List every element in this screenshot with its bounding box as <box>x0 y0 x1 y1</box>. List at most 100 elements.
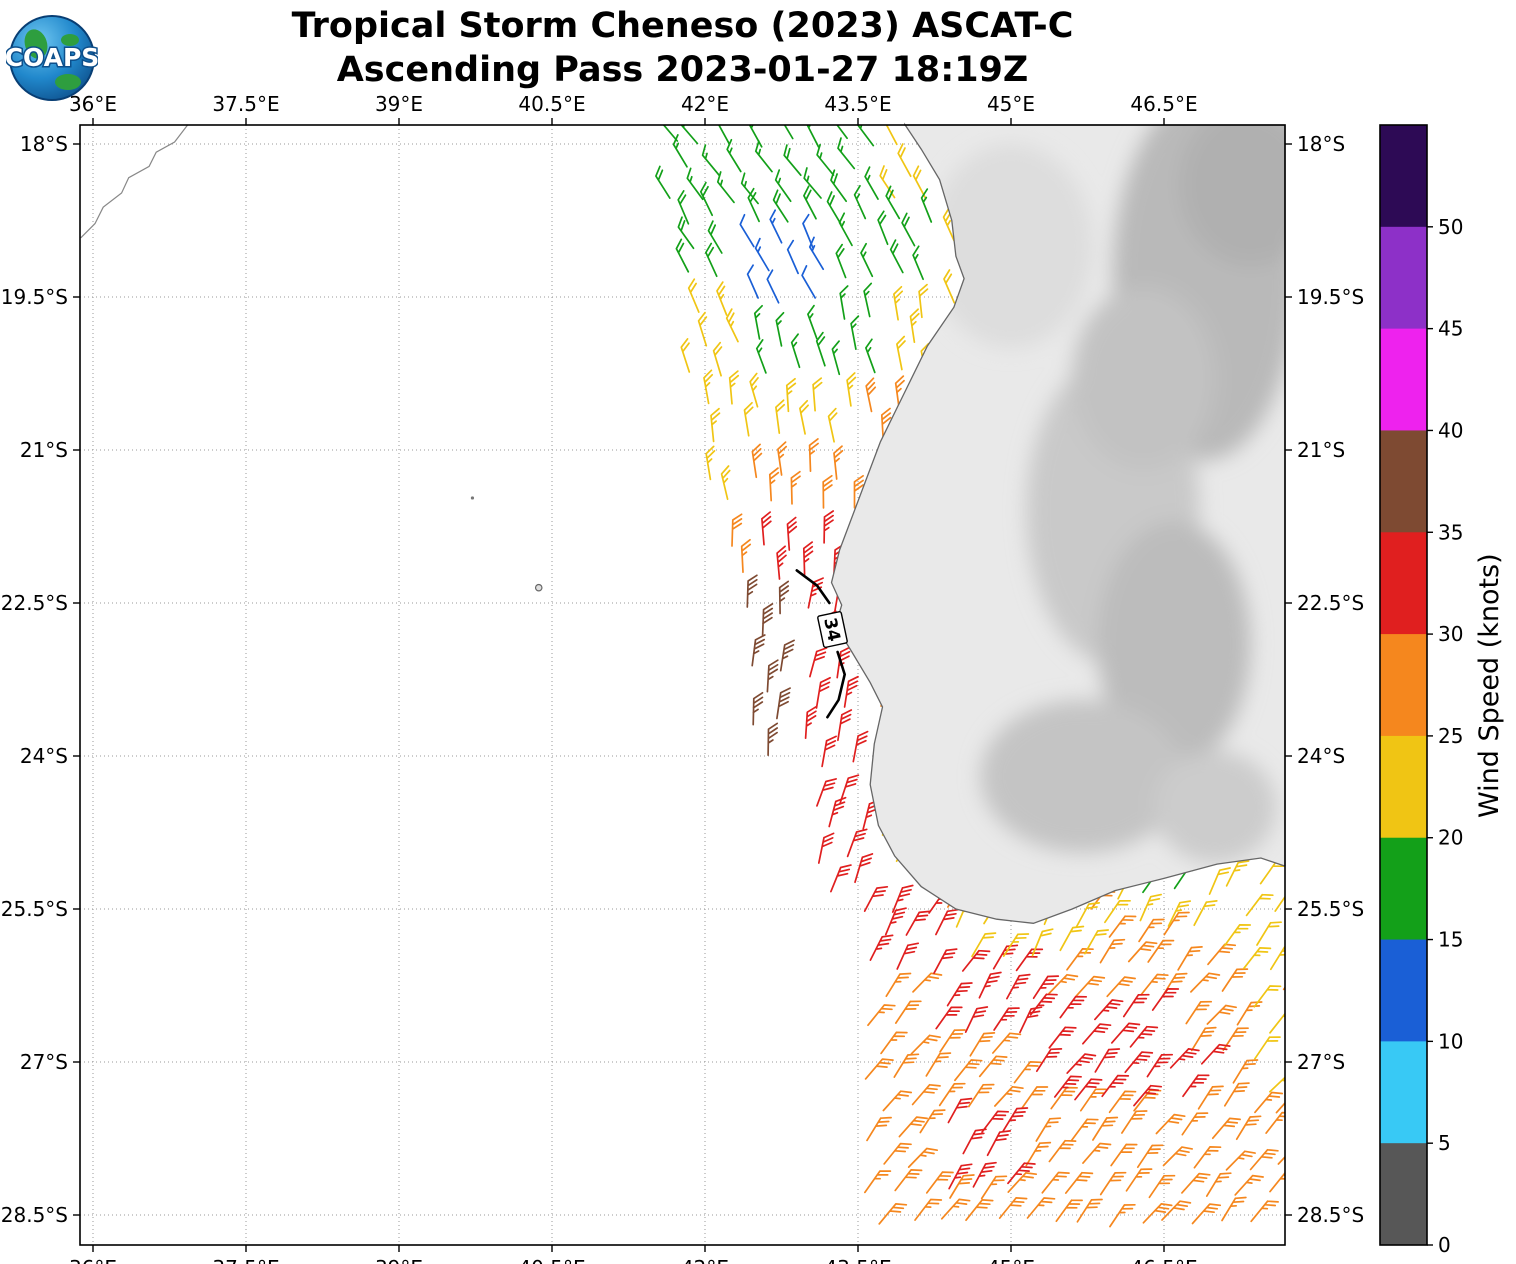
wind-barb <box>1002 1107 1029 1132</box>
wind-barb <box>993 1007 1020 1031</box>
wind-barb <box>1205 1172 1232 1197</box>
wind-barb <box>777 441 788 476</box>
wind-barb <box>740 172 759 205</box>
wind-barb <box>978 1055 1008 1078</box>
wind-barb <box>893 1053 920 1078</box>
wind-barb <box>935 1006 963 1030</box>
x-tick-label-bottom: 37.5°E <box>212 1256 279 1264</box>
colorbar-tick-label: 25 <box>1438 724 1463 748</box>
wind-barb <box>933 948 958 975</box>
wind-barb <box>680 125 699 145</box>
wind-barb <box>1235 1115 1262 1141</box>
wind-barb <box>1082 1142 1112 1164</box>
wind-barbs-layer <box>655 125 1285 1228</box>
wind-barb <box>836 646 852 679</box>
wind-barb <box>677 216 695 250</box>
wind-barb <box>935 908 959 936</box>
wind-barb <box>1161 972 1188 998</box>
wind-barb <box>964 1006 989 1033</box>
wind-barb <box>971 932 997 958</box>
wind-barb <box>1182 1074 1210 1098</box>
wind-barb <box>808 236 825 271</box>
wind-barb <box>994 1085 1024 1107</box>
wind-barb <box>807 304 818 340</box>
colorbar-segment <box>1380 939 1427 1042</box>
wind-barb <box>893 285 904 321</box>
globe-land-shape <box>61 34 79 46</box>
wind-barb <box>965 1199 994 1222</box>
wind-barb <box>885 972 912 998</box>
wind-barb <box>1101 1074 1130 1098</box>
wind-barb <box>839 774 860 804</box>
y-tick-label-left: 24°S <box>20 744 68 768</box>
wind-barb <box>885 125 898 146</box>
wind-barb <box>962 1128 987 1155</box>
wind-barb <box>712 341 723 377</box>
wind-barb <box>1139 893 1162 922</box>
colorbar-segment <box>1380 125 1427 228</box>
wind-barb <box>1181 1112 1209 1136</box>
wind-barb <box>925 1171 954 1194</box>
wind-barb <box>1124 1051 1154 1074</box>
wind-barb <box>918 283 929 319</box>
colorbar-segment <box>1380 226 1427 330</box>
wind-barb <box>1059 925 1085 952</box>
wind-barb <box>869 934 894 961</box>
wind-barb <box>675 238 690 273</box>
y-tick-label-right: 21°S <box>1297 438 1345 462</box>
wind-barb <box>896 942 920 970</box>
wind-barb <box>1099 938 1126 964</box>
wind-barb <box>1223 924 1252 947</box>
wind-barb <box>901 212 916 247</box>
wind-barb <box>1070 1118 1099 1142</box>
wind-barb <box>877 210 889 246</box>
wind-barb <box>1269 1012 1285 1034</box>
wind-barb <box>1181 1172 1211 1194</box>
globe-land-shape <box>55 74 81 90</box>
wind-barb <box>746 574 758 608</box>
wind-barb <box>830 864 852 893</box>
wind-barb <box>1094 999 1124 1021</box>
x-tick-label-bottom: 42°E <box>681 1256 729 1264</box>
wind-barb <box>894 1169 923 1192</box>
wind-barb <box>1277 1155 1285 1165</box>
y-tick-label-left: 22.5°S <box>1 591 68 615</box>
wind-barb <box>720 465 731 501</box>
wind-barb <box>967 1083 995 1108</box>
wind-barb <box>853 474 864 509</box>
wind-barb <box>1122 993 1150 1018</box>
x-tick-label-top: 37.5°E <box>212 92 279 116</box>
wind-barb <box>790 333 801 369</box>
x-tick-label-top: 43.5°E <box>824 92 891 116</box>
wind-barb <box>1084 929 1110 955</box>
wind-barb <box>1162 1146 1194 1167</box>
wind-barb <box>860 242 874 278</box>
wind-barb <box>755 339 767 374</box>
wind-barb <box>947 1097 973 1124</box>
wind-barb <box>749 372 759 408</box>
wind-barb <box>826 191 842 225</box>
wind-barb <box>774 169 792 203</box>
wind-barb <box>748 125 763 148</box>
wind-barb <box>1142 1203 1173 1224</box>
wind-barb <box>747 187 760 223</box>
y-tick-label-left: 25.5°S <box>1 897 68 921</box>
wind-barb <box>864 1170 892 1194</box>
wind-barb <box>1200 1043 1231 1065</box>
wind-barb <box>1055 1199 1083 1223</box>
wind-barb <box>699 181 714 217</box>
wind-barb <box>775 399 786 434</box>
wind-barb <box>948 1163 973 1190</box>
wind-barb <box>940 1198 971 1220</box>
wind-barb <box>949 1174 975 1199</box>
wind-barb <box>1169 1048 1200 1069</box>
wind-barb <box>783 125 794 140</box>
wind-barb <box>961 949 991 972</box>
wind-barb <box>905 910 931 936</box>
wind-barb <box>769 209 783 244</box>
islands-layer <box>470 496 543 592</box>
wind-barb <box>790 470 801 505</box>
wind-barb <box>1193 1146 1222 1169</box>
